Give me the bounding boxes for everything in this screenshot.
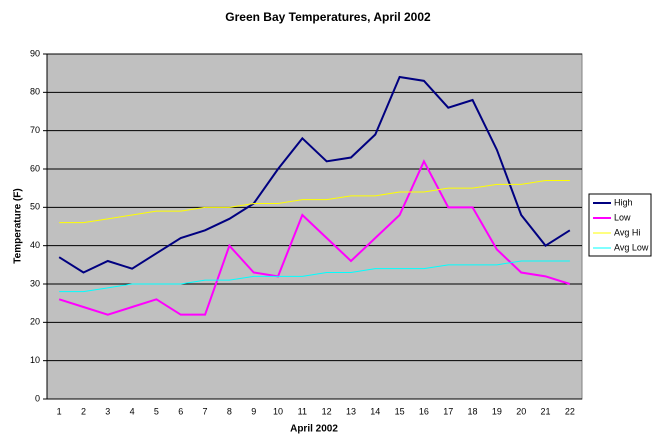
y-tick-label: 50	[30, 202, 40, 212]
x-tick-label: 16	[419, 406, 429, 416]
legend-label: High	[614, 197, 633, 207]
x-tick-label: 15	[395, 406, 405, 416]
x-tick-label: 6	[178, 406, 183, 416]
chart-title: Green Bay Temperatures, April 2002	[225, 10, 431, 24]
x-tick-label: 8	[227, 406, 232, 416]
y-tick-label: 10	[30, 355, 40, 365]
legend-label: Avg Low	[614, 242, 649, 252]
x-tick-label: 1	[57, 406, 62, 416]
line-series	[59, 260, 570, 293]
line-series	[59, 180, 570, 224]
x-tick-label: 14	[370, 406, 380, 416]
x-tick-label: 21	[541, 406, 551, 416]
x-tick-label: 17	[443, 406, 453, 416]
y-axis-title: Temperature (F)	[13, 188, 24, 263]
x-axis-title: April 2002	[290, 424, 338, 435]
y-tick-label: 40	[30, 240, 40, 250]
y-tick-label: 70	[30, 125, 40, 135]
legend-label: Low	[614, 212, 631, 222]
legend-label: Avg Hi	[614, 227, 640, 237]
line-series	[58, 75, 571, 274]
y-tick-label: 30	[30, 278, 40, 288]
x-tick-label: 22	[565, 406, 575, 416]
x-tick-label: 3	[105, 406, 110, 416]
x-tick-label: 2	[81, 406, 86, 416]
y-tick-label: 60	[30, 163, 40, 173]
x-tick-label: 9	[251, 406, 256, 416]
legend-box	[588, 193, 652, 257]
x-tick-label: 5	[154, 406, 159, 416]
x-tick-label: 11	[298, 406, 307, 416]
x-tick-label: 12	[322, 406, 332, 416]
x-tick-label: 19	[492, 406, 502, 416]
x-tick-label: 4	[130, 406, 135, 416]
y-tick-label: 90	[30, 48, 40, 58]
x-tick-label: 10	[273, 406, 283, 416]
y-tick-label: 80	[30, 87, 40, 97]
y-tick-label: 20	[30, 317, 40, 327]
x-tick-label: 18	[468, 406, 478, 416]
x-tick-label: 20	[516, 406, 526, 416]
y-tick-label: 0	[35, 393, 40, 403]
x-tick-label: 13	[346, 406, 356, 416]
line-series	[58, 159, 571, 316]
x-tick-label: 7	[203, 406, 208, 416]
